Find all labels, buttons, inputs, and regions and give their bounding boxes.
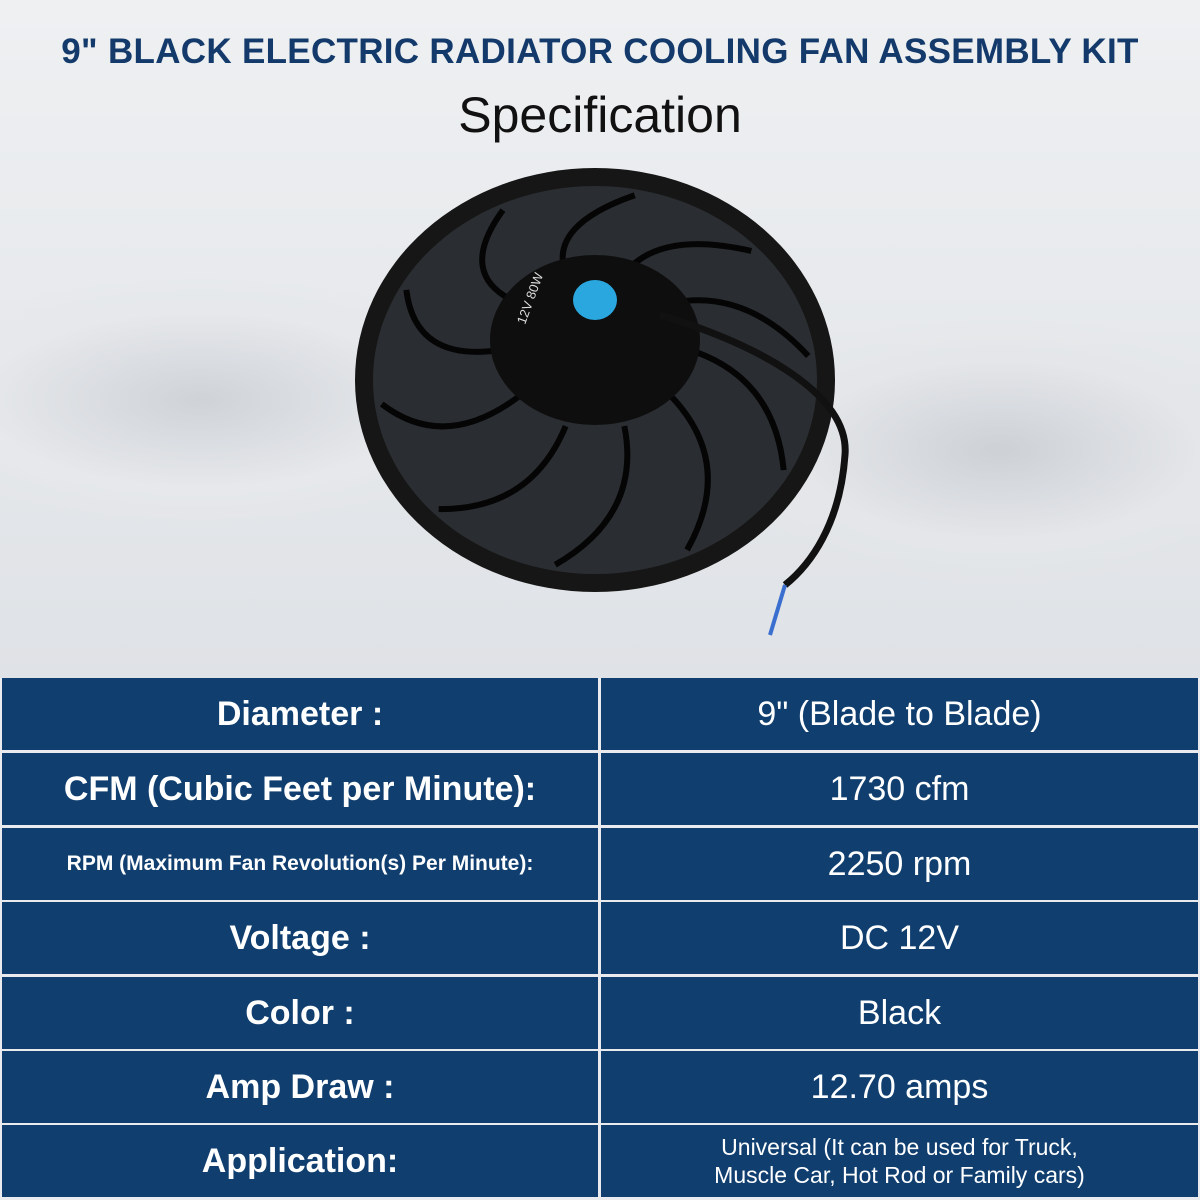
- power-wire: [658, 311, 849, 588]
- spec-label: Color :: [2, 977, 598, 1049]
- fan-rib: [379, 394, 520, 430]
- fan-rib: [438, 424, 569, 513]
- spec-row-diameter: Diameter : 9" (Blade to Blade): [2, 678, 1198, 750]
- spec-row-amp-draw: Amp Draw : 12.70 amps: [2, 1051, 1198, 1123]
- radiator-fan-image: 12V 80W: [355, 168, 849, 636]
- fan-rib: [671, 297, 811, 358]
- spec-row-rpm: RPM (Maximum Fan Revolution(s) Per Minut…: [2, 828, 1198, 900]
- fan-motor: 12V 80W: [490, 255, 700, 425]
- spec-label: Voltage :: [2, 902, 598, 974]
- spec-value: Black: [601, 977, 1198, 1049]
- spec-value: Universal (It can be used for Truck, Mus…: [601, 1125, 1198, 1197]
- spec-row-cfm: CFM (Cubic Feet per Minute): 1730 cfm: [2, 753, 1198, 825]
- fan-rib: [553, 425, 631, 568]
- spec-row-color: Color : Black: [2, 977, 1198, 1049]
- spec-value: 2250 rpm: [601, 828, 1198, 900]
- spec-label: Amp Draw :: [2, 1051, 598, 1123]
- spec-value: DC 12V: [601, 902, 1198, 974]
- fan-rib: [403, 289, 501, 355]
- fan-rib: [669, 394, 711, 552]
- spec-row-voltage: Voltage : DC 12V: [2, 902, 1198, 974]
- section-heading: Specification: [458, 87, 742, 143]
- spec-label: CFM (Cubic Feet per Minute):: [2, 753, 598, 825]
- spec-value: 1730 cfm: [601, 753, 1198, 825]
- spec-label: Diameter :: [2, 678, 598, 750]
- spec-value: 9" (Blade to Blade): [601, 678, 1198, 750]
- fan-rib: [689, 347, 787, 471]
- product-title: 9" BLACK ELECTRIC RADIATOR COOLING FAN A…: [61, 32, 1139, 71]
- spec-label: RPM (Maximum Fan Revolution(s) Per Minut…: [2, 828, 598, 900]
- spec-label: Application:: [2, 1125, 598, 1197]
- spec-value: 12.70 amps: [601, 1051, 1198, 1123]
- spec-row-application: Application: Universal (It can be used f…: [2, 1125, 1198, 1197]
- wire-connector: [768, 584, 787, 636]
